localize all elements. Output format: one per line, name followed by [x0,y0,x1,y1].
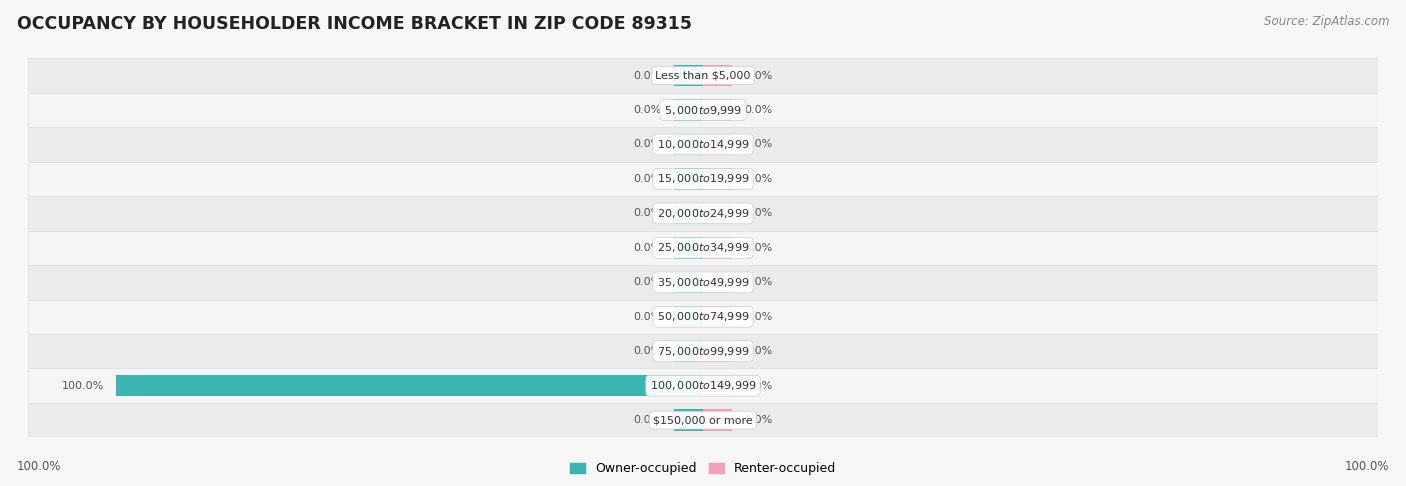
Text: Less than $5,000: Less than $5,000 [655,70,751,81]
Text: $15,000 to $19,999: $15,000 to $19,999 [657,173,749,186]
Bar [703,168,733,190]
Bar [703,341,733,362]
Text: 0.0%: 0.0% [634,105,662,115]
Bar [703,237,733,259]
Text: $150,000 or more: $150,000 or more [654,415,752,425]
Text: 0.0%: 0.0% [744,346,772,356]
Bar [28,58,1378,93]
Text: 0.0%: 0.0% [744,381,772,391]
Text: Source: ZipAtlas.com: Source: ZipAtlas.com [1264,15,1389,28]
Text: 0.0%: 0.0% [634,278,662,287]
Bar [28,299,1378,334]
Text: 0.0%: 0.0% [744,139,772,150]
Bar [673,341,703,362]
Bar [28,127,1378,162]
Bar [673,65,703,86]
Bar [28,403,1378,437]
Legend: Owner-occupied, Renter-occupied: Owner-occupied, Renter-occupied [565,457,841,481]
Text: $10,000 to $14,999: $10,000 to $14,999 [657,138,749,151]
Text: 100.0%: 100.0% [62,381,104,391]
Text: $100,000 to $149,999: $100,000 to $149,999 [650,379,756,392]
Bar [28,368,1378,403]
Bar [28,196,1378,231]
Bar [703,99,733,121]
Text: 0.0%: 0.0% [744,208,772,218]
Bar [673,410,703,431]
Text: 0.0%: 0.0% [634,70,662,81]
Text: 0.0%: 0.0% [634,208,662,218]
Text: 0.0%: 0.0% [744,105,772,115]
Text: 0.0%: 0.0% [744,278,772,287]
Bar [703,134,733,155]
Text: OCCUPANCY BY HOUSEHOLDER INCOME BRACKET IN ZIP CODE 89315: OCCUPANCY BY HOUSEHOLDER INCOME BRACKET … [17,15,692,33]
Text: $75,000 to $99,999: $75,000 to $99,999 [657,345,749,358]
Bar [703,203,733,224]
Text: 0.0%: 0.0% [744,243,772,253]
Text: $35,000 to $49,999: $35,000 to $49,999 [657,276,749,289]
Bar [117,375,703,397]
Bar [703,410,733,431]
Text: 0.0%: 0.0% [744,174,772,184]
Text: $20,000 to $24,999: $20,000 to $24,999 [657,207,749,220]
Bar [28,162,1378,196]
Bar [703,375,733,397]
Bar [673,237,703,259]
Bar [673,134,703,155]
Bar [28,93,1378,127]
Bar [673,272,703,293]
Text: 0.0%: 0.0% [634,346,662,356]
Bar [28,265,1378,299]
Text: $5,000 to $9,999: $5,000 to $9,999 [664,104,742,117]
Text: $50,000 to $74,999: $50,000 to $74,999 [657,310,749,323]
Bar [28,231,1378,265]
Bar [673,306,703,328]
Text: 0.0%: 0.0% [634,312,662,322]
Bar [703,272,733,293]
Text: $25,000 to $34,999: $25,000 to $34,999 [657,242,749,254]
Text: 0.0%: 0.0% [634,139,662,150]
Text: 0.0%: 0.0% [744,312,772,322]
Text: 100.0%: 100.0% [17,460,62,473]
Bar [28,334,1378,368]
Bar [673,168,703,190]
Bar [673,203,703,224]
Bar [703,65,733,86]
Bar [673,99,703,121]
Text: 0.0%: 0.0% [744,70,772,81]
Text: 0.0%: 0.0% [744,415,772,425]
Text: 100.0%: 100.0% [1344,460,1389,473]
Bar [703,306,733,328]
Text: 0.0%: 0.0% [634,243,662,253]
Text: 0.0%: 0.0% [634,174,662,184]
Text: 0.0%: 0.0% [634,415,662,425]
